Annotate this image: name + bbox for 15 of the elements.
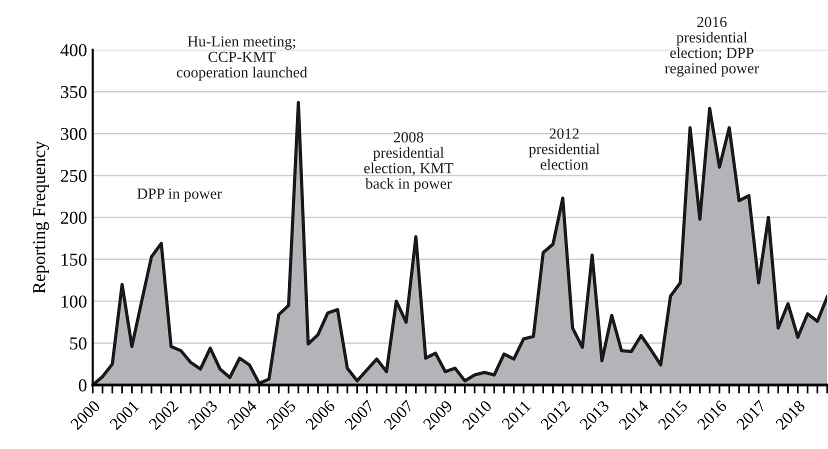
y-tick-label: 250 xyxy=(60,170,86,182)
y-tick-label: 300 xyxy=(60,128,86,140)
annotation: DPP in power xyxy=(137,188,222,202)
y-tick-label: 400 xyxy=(60,44,86,56)
y-tick-label: 150 xyxy=(62,254,86,266)
y-tick-label: 100 xyxy=(62,295,86,308)
y-tick-label: 50 xyxy=(70,337,86,350)
y-tick-label: 200 xyxy=(60,212,86,224)
annotation: 2016 presidential election; DPP regained power xyxy=(664,16,760,77)
y-tick-label: 350 xyxy=(60,86,86,98)
y-tick-label: 0 xyxy=(78,379,86,392)
annotation: Hu-Lien meeting; CCP-KMT cooperation launched xyxy=(176,36,308,81)
annotation: 2012 presidential election xyxy=(528,128,600,170)
y-axis-title: Reporting Frequency xyxy=(33,141,49,294)
annotation: 2008 presidential election, KMT back in power xyxy=(364,132,454,192)
